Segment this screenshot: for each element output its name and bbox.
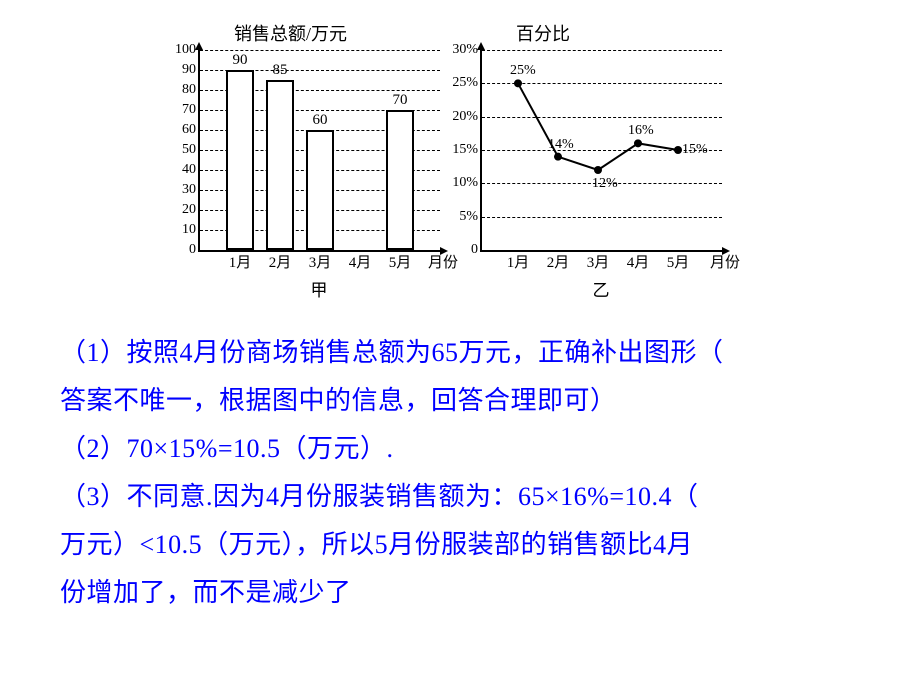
x-tick-label: 1月: [507, 251, 530, 272]
point-value-label: 16%: [628, 123, 654, 139]
line-chart-title: 百分比: [480, 20, 722, 46]
bar-value-label: 60: [313, 112, 328, 129]
y-tick-label: 60: [168, 122, 196, 138]
x-tick-label: 1月: [229, 251, 252, 272]
y-tick-label: 100: [168, 42, 196, 58]
x-tick-label: 5月: [667, 251, 690, 272]
point-value-label: 25%: [510, 63, 536, 79]
y-tick-label: 15%: [442, 142, 478, 158]
y-tick-label: 80: [168, 82, 196, 98]
x-tick-label: 3月: [309, 251, 332, 272]
gridline: [200, 50, 440, 51]
answer-line-4: （3）不同意.因为4月份服装销售额为：65×16%=10.4（: [60, 473, 860, 521]
x-axis-label: 月份: [710, 251, 740, 272]
charts-container: 销售总额/万元 01020304050607080901001月902月853月…: [0, 0, 920, 301]
answer-line-6: 份增加了，而不是减少了: [60, 569, 860, 617]
y-tick-label: 20%: [442, 109, 478, 125]
y-tick-label: 70: [168, 102, 196, 118]
y-tick-label: 0: [442, 242, 478, 258]
y-tick-label: 5%: [442, 209, 478, 225]
y-tick-label: 90: [168, 62, 196, 78]
y-tick-label: 10%: [442, 175, 478, 191]
y-tick-label: 30: [168, 182, 196, 198]
y-tick-label: 20: [168, 202, 196, 218]
answers-block: （1）按照4月份商场销售总额为65万元，正确补出图形（ 答案不唯一，根据图中的信…: [0, 301, 920, 618]
bar-value-label: 70: [393, 92, 408, 109]
y-tick-label: 25%: [442, 75, 478, 91]
point-value-label: 15%: [682, 142, 708, 158]
bar-value-label: 85: [273, 62, 288, 79]
y-tick-label: 40: [168, 162, 196, 178]
y-axis-arrow-icon: [195, 42, 203, 50]
point-value-label: 14%: [548, 137, 574, 153]
bar-chart: 销售总额/万元 01020304050607080901001月902月853月…: [198, 20, 440, 301]
line-chart-area: 05%10%15%20%25%30%25%14%12%16%15%1月2月3月4…: [480, 50, 722, 252]
y-tick-label: 10: [168, 222, 196, 238]
bar-chart-sublabel: 甲: [198, 276, 440, 301]
bar-chart-area: 01020304050607080901001月902月853月604月5月70…: [198, 50, 440, 252]
y-tick-label: 0: [168, 242, 196, 258]
x-tick-label: 2月: [547, 251, 570, 272]
x-tick-label: 3月: [587, 251, 610, 272]
point-value-label: 12%: [592, 176, 618, 192]
x-tick-label: 5月: [389, 251, 412, 272]
line-chart-sublabel: 乙: [480, 276, 722, 301]
line-chart: 百分比 05%10%15%20%25%30%25%14%12%16%15%1月2…: [480, 20, 722, 301]
bar: 70: [386, 110, 414, 250]
y-tick-label: 30%: [442, 42, 478, 58]
bar: 85: [266, 80, 294, 250]
x-tick-label: 4月: [349, 251, 372, 272]
bar-value-label: 90: [233, 52, 248, 69]
bar: 60: [306, 130, 334, 250]
bar: 90: [226, 70, 254, 250]
x-tick-label: 2月: [269, 251, 292, 272]
y-tick-label: 50: [168, 142, 196, 158]
y-axis-arrow-icon: [477, 42, 485, 50]
answer-line-2: 答案不唯一，根据图中的信息，回答合理即可）: [60, 377, 860, 425]
answer-line-1: （1）按照4月份商场销售总额为65万元，正确补出图形（: [60, 329, 860, 377]
x-tick-label: 4月: [627, 251, 650, 272]
answer-line-5: 万元）<10.5（万元），所以5月份服装部的销售额比4月: [60, 521, 860, 569]
bar-chart-title: 销售总额/万元: [198, 20, 440, 46]
answer-line-3: （2）70×15%=10.5（万元）.: [60, 425, 860, 473]
